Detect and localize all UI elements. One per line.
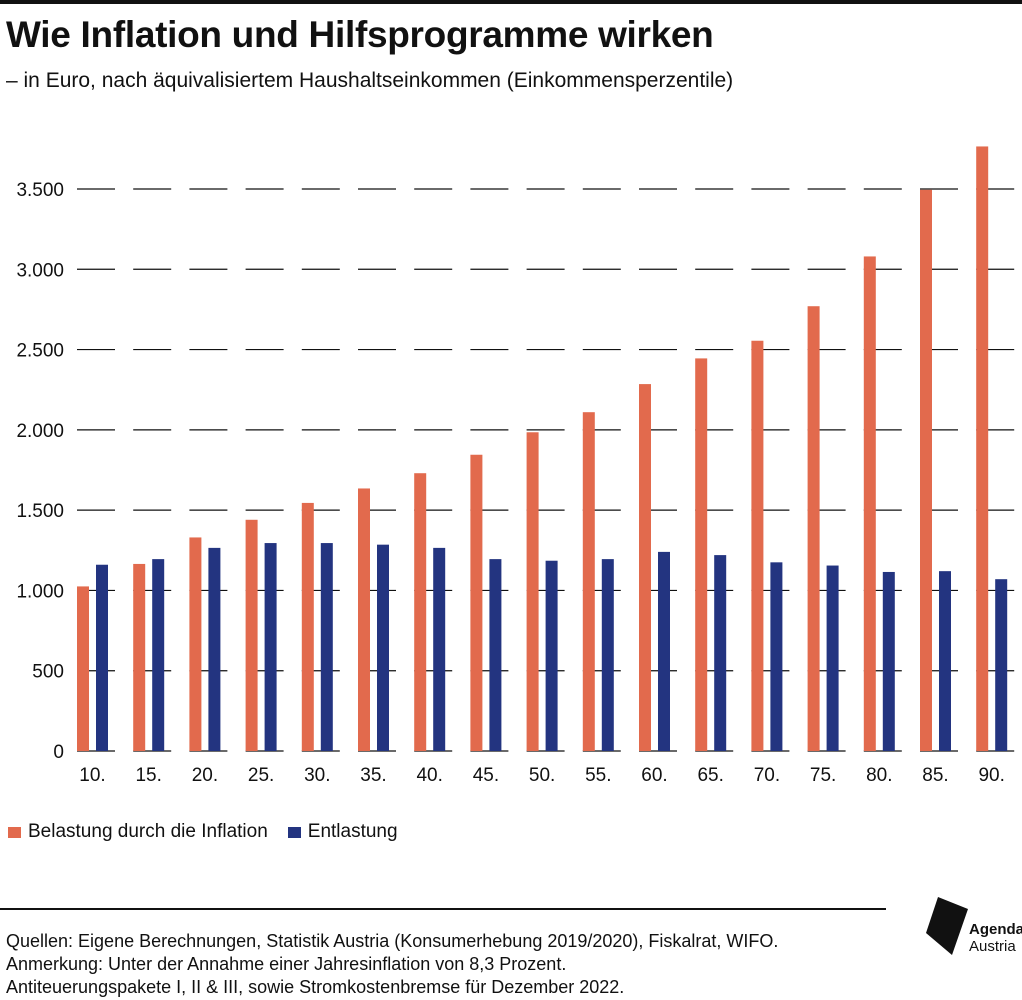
bar-entlastung bbox=[826, 565, 839, 751]
y-tick-label: 2.000 bbox=[16, 421, 64, 442]
agenda-austria-logo: Agenda Austria bbox=[924, 893, 1022, 963]
footer-note-line1: Anmerkung: Unter der Annahme einer Jahre… bbox=[6, 954, 567, 974]
logo-text-agenda: Agenda bbox=[969, 921, 1022, 938]
x-tick-label: 70. bbox=[754, 765, 780, 786]
chart-legend: Belastung durch die Inflation Entlastung bbox=[8, 820, 418, 844]
chart-title: Wie Inflation und Hilfsprogramme wirken bbox=[6, 14, 714, 55]
bar-entlastung bbox=[489, 559, 502, 751]
bar-inflation bbox=[77, 586, 89, 751]
x-tick-label: 75. bbox=[810, 765, 836, 786]
x-tick-label: 85. bbox=[922, 765, 948, 786]
bar-entlastung bbox=[882, 571, 895, 751]
bar-entlastung bbox=[658, 551, 670, 751]
footer-sources: Quellen: Eigene Berechnungen, Statistik … bbox=[6, 931, 779, 951]
x-tick-label: 55. bbox=[585, 765, 611, 786]
y-tick-label: 3.500 bbox=[16, 180, 64, 201]
bar-entlastung bbox=[770, 562, 783, 751]
legend-label-entlastung: Entlastung bbox=[307, 821, 398, 842]
footer-rule bbox=[0, 908, 886, 910]
logo-text-austria: Austria bbox=[969, 938, 1016, 955]
x-tick-label: 35. bbox=[360, 765, 386, 786]
chart-subtitle: – in Euro, nach äquivalisiertem Haushalt… bbox=[6, 69, 734, 92]
x-tick-label: 40. bbox=[416, 765, 442, 786]
x-tick-label: 25. bbox=[248, 765, 274, 786]
x-tick-label: 60. bbox=[641, 765, 667, 786]
y-tick-label: 500 bbox=[32, 662, 64, 683]
x-tick-label: 15. bbox=[135, 765, 161, 786]
x-tick-label: 10. bbox=[79, 765, 105, 786]
bar-entlastung bbox=[96, 564, 108, 751]
bar-entlastung bbox=[152, 559, 165, 751]
x-tick-label: 20. bbox=[192, 765, 218, 786]
footer-notes: Quellen: Eigene Berechnungen, Statistik … bbox=[6, 930, 778, 999]
legend-item-entlastung: Entlastung bbox=[287, 821, 398, 843]
bar-entlastung bbox=[320, 543, 333, 751]
x-tick-label: 80. bbox=[866, 765, 892, 786]
y-tick-label: 0 bbox=[53, 742, 64, 763]
bar-inflation bbox=[133, 563, 146, 751]
bar-entlastung bbox=[714, 555, 727, 751]
bar-inflation bbox=[470, 454, 483, 751]
bar-inflation bbox=[863, 256, 876, 751]
bar-entlastung bbox=[545, 560, 558, 751]
bar-entlastung bbox=[377, 544, 389, 751]
bar-entlastung bbox=[208, 547, 221, 751]
bar-inflation bbox=[189, 537, 202, 751]
bar-inflation bbox=[245, 519, 258, 751]
y-tick-label: 1.500 bbox=[16, 501, 64, 522]
bar-chart: 0 500 1.000 1.500 2.000 2.500 3.000 3.500 10. 15.… bbox=[16, 146, 1015, 786]
y-tick-label: 2.500 bbox=[16, 341, 64, 362]
legend-item-inflation: Belastung durch die Inflation bbox=[8, 821, 268, 843]
bar-entlastung bbox=[264, 543, 277, 751]
x-tick-label: 65. bbox=[697, 765, 723, 786]
bar-inflation bbox=[920, 189, 932, 751]
legend-label-inflation: Belastung durch die Inflation bbox=[28, 821, 268, 842]
bar-inflation bbox=[639, 384, 651, 751]
bar-inflation bbox=[582, 412, 595, 751]
y-tick-label: 3.000 bbox=[16, 260, 64, 281]
x-tick-label: 45. bbox=[473, 765, 499, 786]
bar-entlastung bbox=[939, 571, 951, 751]
bar-inflation bbox=[301, 502, 314, 751]
y-tick-label: 1.000 bbox=[16, 581, 64, 602]
x-tick-label: 30. bbox=[304, 765, 330, 786]
bar-inflation bbox=[976, 146, 989, 751]
legend-swatch-inflation bbox=[8, 826, 21, 838]
bar-inflation bbox=[807, 306, 820, 751]
bar-inflation bbox=[751, 340, 764, 751]
bar-inflation bbox=[358, 488, 370, 751]
x-tick-label: 50. bbox=[529, 765, 555, 786]
legend-swatch-entlastung bbox=[287, 826, 301, 838]
logo-mark-icon bbox=[926, 897, 968, 955]
bar-inflation bbox=[414, 473, 427, 751]
top-rule bbox=[0, 0, 1022, 4]
footer-note-line2: Antiteuerungspakete I, II & III, sowie S… bbox=[6, 977, 625, 997]
bar-entlastung bbox=[433, 547, 446, 751]
x-tick-label: 90. bbox=[978, 765, 1004, 786]
bar-inflation bbox=[526, 432, 539, 751]
bar-entlastung bbox=[995, 579, 1008, 751]
bar-inflation bbox=[695, 358, 708, 751]
bar-entlastung bbox=[601, 559, 614, 751]
